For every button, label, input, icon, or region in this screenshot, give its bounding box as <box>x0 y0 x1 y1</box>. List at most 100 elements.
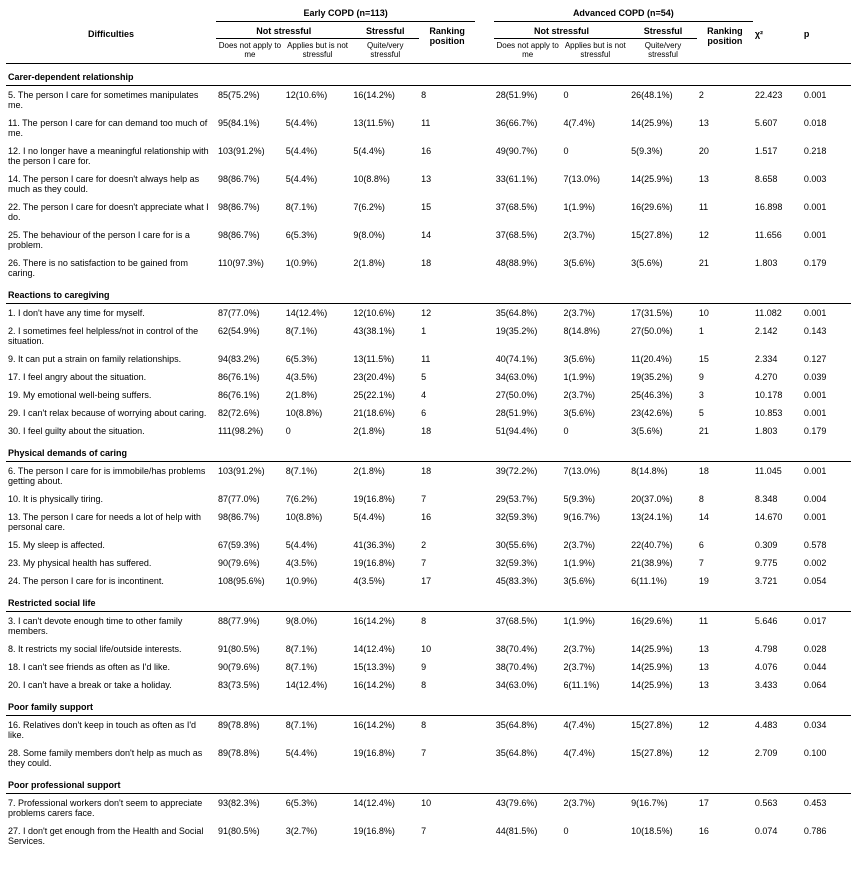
early-sub2: Applies but is not stressful <box>284 39 352 64</box>
cell: 4(7.4%) <box>561 114 629 142</box>
cell: 18 <box>419 422 475 440</box>
cell: 14(12.4%) <box>351 640 419 658</box>
cell: 34(63.0%) <box>494 368 562 386</box>
cell: 10 <box>419 794 475 823</box>
cell: 16(29.6%) <box>629 612 697 641</box>
row-label: 25. The behaviour of the person I care f… <box>6 226 216 254</box>
row-label: 12. I no longer have a meaningful relati… <box>6 142 216 170</box>
row-label: 11. The person I care for can demand too… <box>6 114 216 142</box>
cell: 19(35.2%) <box>629 368 697 386</box>
table-row: 26. There is no satisfaction to be gaine… <box>6 254 851 282</box>
cell: 94(83.2%) <box>216 350 284 368</box>
cell: 18 <box>419 462 475 491</box>
cell: 0 <box>561 422 629 440</box>
row-label: 10. It is physically tiring. <box>6 490 216 508</box>
cell <box>475 142 494 170</box>
cell: 89(78.8%) <box>216 716 284 745</box>
cell: 14(25.9%) <box>629 658 697 676</box>
cell: 86(76.1%) <box>216 368 284 386</box>
adv-ranking: Ranking position <box>697 22 753 64</box>
cell: 11 <box>697 198 753 226</box>
cell: 16 <box>419 508 475 536</box>
cell: 1 <box>419 322 475 350</box>
row-label: 19. My emotional well-being suffers. <box>6 386 216 404</box>
cell: 10(8.8%) <box>284 404 352 422</box>
cell <box>475 658 494 676</box>
cell: 14(25.9%) <box>629 676 697 694</box>
cell: 6(11.1%) <box>629 572 697 590</box>
table-row: 23. My physical health has suffered.90(7… <box>6 554 851 572</box>
cell: 11 <box>697 612 753 641</box>
cell: 9(16.7%) <box>561 508 629 536</box>
cell: 1 <box>697 322 753 350</box>
row-label: 7. Professional workers don't seem to ap… <box>6 794 216 823</box>
table-row: 2. I sometimes feel helpless/not in cont… <box>6 322 851 350</box>
copd-table: Difficulties Early COPD (n=113) Advanced… <box>6 6 851 850</box>
cell: 12 <box>697 744 753 772</box>
group-early: Early COPD (n=113) <box>216 6 475 22</box>
cell: 91(80.5%) <box>216 822 284 850</box>
cell: 8.658 <box>753 170 802 198</box>
cell: 5(9.3%) <box>629 142 697 170</box>
cell: 1.803 <box>753 254 802 282</box>
cell: 10.853 <box>753 404 802 422</box>
row-label: 13. The person I care for needs a lot of… <box>6 508 216 536</box>
cell <box>475 114 494 142</box>
cell: 1.803 <box>753 422 802 440</box>
table-row: 25. The behaviour of the person I care f… <box>6 226 851 254</box>
cell <box>475 676 494 694</box>
cell: 5(4.4%) <box>284 142 352 170</box>
cell: 98(86.7%) <box>216 508 284 536</box>
cell: 2(3.7%) <box>561 304 629 323</box>
table-row: 11. The person I care for can demand too… <box>6 114 851 142</box>
cell: 35(64.8%) <box>494 744 562 772</box>
cell: 0.018 <box>802 114 851 142</box>
cell: 6(5.3%) <box>284 226 352 254</box>
section-header: Carer-dependent relationship <box>6 64 851 86</box>
row-label: 14. The person I care for doesn't always… <box>6 170 216 198</box>
cell: 7 <box>419 490 475 508</box>
cell: 0.054 <box>802 572 851 590</box>
cell: 43(79.6%) <box>494 794 562 823</box>
cell: 37(68.5%) <box>494 198 562 226</box>
cell: 0.218 <box>802 142 851 170</box>
cell: 22(40.7%) <box>629 536 697 554</box>
cell: 11 <box>419 114 475 142</box>
cell: 8 <box>419 716 475 745</box>
cell: 3 <box>697 386 753 404</box>
early-not-stressful: Not stressful <box>216 22 351 39</box>
cell: 85(75.2%) <box>216 86 284 115</box>
table-row: 13. The person I care for needs a lot of… <box>6 508 851 536</box>
cell: 3.721 <box>753 572 802 590</box>
table-row: 10. It is physically tiring.87(77.0%)7(6… <box>6 490 851 508</box>
cell: 16(29.6%) <box>629 198 697 226</box>
cell: 21 <box>697 422 753 440</box>
cell: 30(55.6%) <box>494 536 562 554</box>
table-row: 7. Professional workers don't seem to ap… <box>6 794 851 823</box>
cell: 8 <box>419 612 475 641</box>
cell: 13 <box>697 676 753 694</box>
cell: 12 <box>419 304 475 323</box>
cell: 14(12.4%) <box>284 676 352 694</box>
adv-stressful: Stressful <box>629 22 697 39</box>
cell: 0.017 <box>802 612 851 641</box>
cell <box>475 744 494 772</box>
table-row: 17. I feel angry about the situation.86(… <box>6 368 851 386</box>
col-chi2: χ² <box>753 6 802 64</box>
cell: 4.798 <box>753 640 802 658</box>
table-row: 14. The person I care for doesn't always… <box>6 170 851 198</box>
cell <box>475 404 494 422</box>
table-row: 22. The person I care for doesn't apprec… <box>6 198 851 226</box>
cell: 98(86.7%) <box>216 226 284 254</box>
table-row: 9. It can put a strain on family relatio… <box>6 350 851 368</box>
cell: 4(3.5%) <box>284 368 352 386</box>
cell: 7 <box>419 744 475 772</box>
table-row: 12. I no longer have a meaningful relati… <box>6 142 851 170</box>
cell: 28(51.9%) <box>494 404 562 422</box>
cell: 25(46.3%) <box>629 386 697 404</box>
cell <box>475 170 494 198</box>
cell <box>475 572 494 590</box>
cell: 19 <box>697 572 753 590</box>
cell: 10(18.5%) <box>629 822 697 850</box>
cell: 95(84.1%) <box>216 114 284 142</box>
